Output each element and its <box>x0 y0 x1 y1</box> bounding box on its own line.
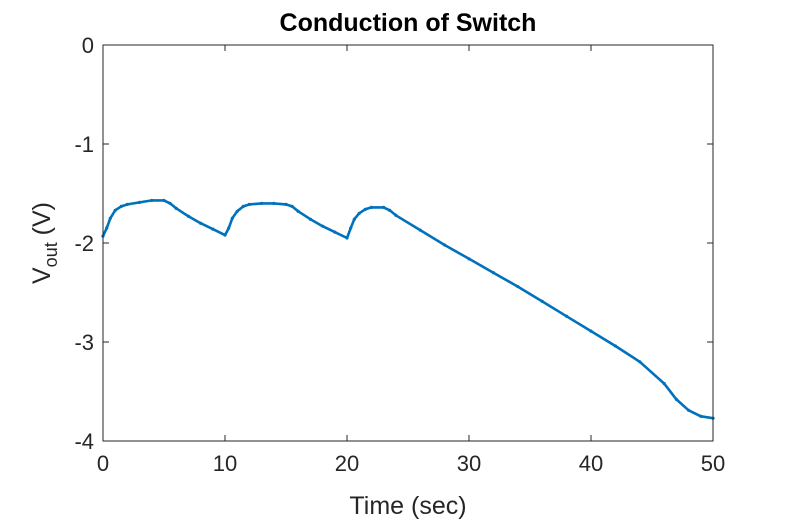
data-point <box>638 360 642 364</box>
y-axis-label-sub: out <box>41 242 61 267</box>
data-point <box>241 204 245 208</box>
data-point <box>150 198 154 203</box>
data-point <box>613 344 618 348</box>
data-point <box>296 209 300 213</box>
data-point <box>349 226 353 230</box>
data-point <box>443 243 447 247</box>
y-tick-labels: 0 -1 -2 -3 -4 <box>74 33 94 454</box>
data-point <box>394 213 398 217</box>
data-point <box>119 204 123 208</box>
data-point <box>230 216 234 220</box>
y-tick-label: -4 <box>74 429 94 454</box>
data-point <box>125 202 129 206</box>
series-line <box>101 199 715 420</box>
x-tick-label: 0 <box>97 451 109 476</box>
y-axis-label: Vout (V) <box>28 202 61 284</box>
data-point <box>108 216 112 220</box>
y-axis-label-main: V <box>28 267 56 284</box>
data-point <box>699 414 703 418</box>
y-axis-label-unit: (V) <box>28 202 56 242</box>
data-point <box>227 226 231 230</box>
x-tick-labels: 0 10 20 30 40 50 <box>97 451 725 476</box>
data-point <box>357 211 361 215</box>
data-point <box>345 236 349 240</box>
data-point <box>687 408 691 412</box>
x-tick-label: 20 <box>335 451 359 476</box>
data-point <box>674 397 679 402</box>
data-point <box>333 230 337 234</box>
data-point <box>199 221 203 225</box>
data-point <box>418 228 422 232</box>
data-point <box>260 201 264 205</box>
data-point <box>168 201 172 205</box>
chart-title: Conduction of Switch <box>280 9 537 37</box>
data-point <box>516 284 520 289</box>
data-point <box>113 208 117 212</box>
data-point <box>162 198 166 203</box>
data-point <box>186 214 190 218</box>
x-tick-label: 30 <box>457 451 481 476</box>
data-point <box>235 209 239 213</box>
x-tick-label: 40 <box>579 451 603 476</box>
data-point <box>363 207 367 211</box>
y-tick-label: -2 <box>74 231 94 256</box>
data-point <box>388 208 392 212</box>
data-point <box>223 233 227 237</box>
data-point <box>247 202 251 206</box>
data-point <box>382 205 386 209</box>
data-point <box>105 226 109 230</box>
data-point <box>321 224 325 228</box>
data-point <box>211 227 215 231</box>
data-point <box>540 299 544 304</box>
y-tick-label: -1 <box>74 132 94 157</box>
y-tick-label: 0 <box>82 33 94 58</box>
data-point <box>662 381 666 386</box>
data-point <box>369 205 373 209</box>
data-point <box>174 206 178 210</box>
data-point <box>565 314 569 318</box>
data-point <box>138 200 142 205</box>
data-point <box>491 271 495 275</box>
x-tick-label: 50 <box>701 451 725 476</box>
x-tick-label: 10 <box>213 451 237 476</box>
x-axis-label: Time (sec) <box>349 492 466 520</box>
data-point <box>467 257 471 261</box>
axis-ticks <box>102 44 714 442</box>
series-points <box>101 198 715 420</box>
data-point <box>290 204 294 208</box>
plot-frame <box>102 44 714 442</box>
data-point <box>308 217 312 221</box>
data-point <box>284 202 288 206</box>
data-point <box>352 217 356 221</box>
data-point <box>589 329 593 333</box>
y-tick-label: -3 <box>74 330 94 355</box>
data-point <box>272 201 276 205</box>
